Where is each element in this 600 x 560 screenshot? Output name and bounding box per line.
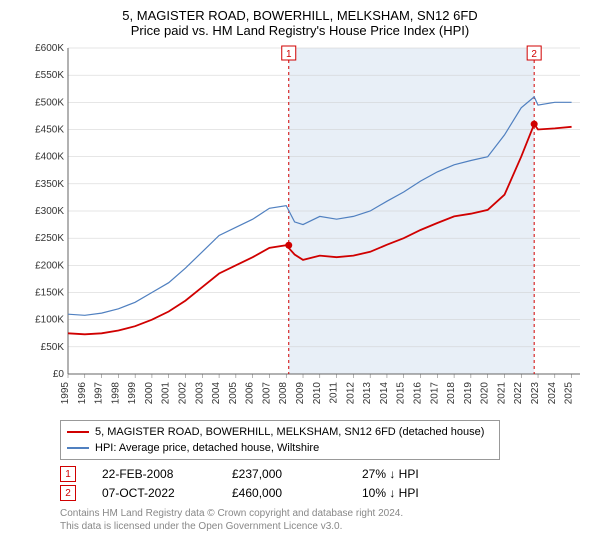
svg-text:2001: 2001: [161, 382, 172, 405]
svg-text:£200K: £200K: [35, 260, 64, 271]
svg-text:2003: 2003: [194, 382, 205, 405]
svg-text:2: 2: [531, 49, 537, 60]
svg-text:2002: 2002: [178, 382, 189, 405]
svg-text:2005: 2005: [228, 382, 239, 405]
legend: 5, MAGISTER ROAD, BOWERHILL, MELKSHAM, S…: [60, 420, 500, 460]
legend-item-1: 5, MAGISTER ROAD, BOWERHILL, MELKSHAM, S…: [67, 424, 493, 440]
svg-text:£300K: £300K: [35, 206, 64, 217]
svg-text:2006: 2006: [245, 382, 256, 405]
marker-price-1: £237,000: [232, 467, 362, 481]
svg-text:2021: 2021: [496, 382, 507, 405]
chart-svg: £0 £50K £100K £150K £200K £250K £300K £350K £400…: [20, 44, 590, 414]
svg-text:£250K: £250K: [35, 233, 64, 244]
copyright: Contains HM Land Registry data © Crown c…: [60, 507, 590, 533]
marker-date-1: 22-FEB-2008: [102, 467, 232, 481]
svg-text:£50K: £50K: [41, 342, 65, 353]
chart-subtitle: Price paid vs. HM Land Registry's House …: [10, 23, 590, 38]
svg-text:2013: 2013: [362, 382, 373, 405]
svg-text:1997: 1997: [94, 382, 105, 405]
svg-text:2009: 2009: [295, 382, 306, 405]
svg-text:£600K: £600K: [35, 44, 64, 54]
svg-text:1: 1: [286, 49, 292, 60]
svg-text:1998: 1998: [110, 382, 121, 405]
svg-text:2004: 2004: [211, 382, 222, 405]
marker-badge-1: 1: [60, 466, 76, 482]
svg-text:£0: £0: [53, 369, 65, 380]
marker-diff-2: 10% ↓ HPI: [362, 486, 492, 500]
svg-text:2018: 2018: [446, 382, 457, 405]
marker-price-2: £460,000: [232, 486, 362, 500]
svg-text:2015: 2015: [396, 382, 407, 405]
svg-text:£100K: £100K: [35, 315, 64, 326]
svg-text:£150K: £150K: [35, 288, 64, 299]
chart-title: 5, MAGISTER ROAD, BOWERHILL, MELKSHAM, S…: [10, 8, 590, 23]
svg-text:£550K: £550K: [35, 70, 64, 81]
svg-text:2019: 2019: [463, 382, 474, 405]
marker-badge-2: 2: [60, 485, 76, 501]
svg-text:2000: 2000: [144, 382, 155, 405]
marker-diff-1: 27% ↓ HPI: [362, 467, 492, 481]
svg-text:2020: 2020: [480, 382, 491, 405]
svg-text:2008: 2008: [278, 382, 289, 405]
legend-item-2: HPI: Average price, detached house, Wilt…: [67, 440, 493, 456]
chart-area: £0 £50K £100K £150K £200K £250K £300K £350K £400…: [20, 44, 590, 414]
svg-text:£350K: £350K: [35, 179, 64, 190]
marker-table: 1 22-FEB-2008 £237,000 27% ↓ HPI 2 07-OC…: [60, 466, 590, 501]
svg-text:£450K: £450K: [35, 125, 64, 136]
svg-text:2024: 2024: [547, 382, 558, 405]
svg-text:1999: 1999: [127, 382, 138, 405]
legend-label-2: HPI: Average price, detached house, Wilt…: [95, 440, 319, 456]
svg-text:2011: 2011: [329, 382, 340, 404]
svg-text:2012: 2012: [345, 382, 356, 405]
marker-date-2: 07-OCT-2022: [102, 486, 232, 500]
svg-text:2023: 2023: [530, 382, 541, 405]
marker-row-2: 2 07-OCT-2022 £460,000 10% ↓ HPI: [60, 485, 590, 501]
svg-text:2025: 2025: [564, 382, 575, 405]
svg-text:2014: 2014: [379, 382, 390, 405]
svg-text:1996: 1996: [77, 382, 88, 405]
svg-text:1995: 1995: [60, 382, 71, 405]
svg-text:2022: 2022: [513, 382, 524, 405]
svg-text:2016: 2016: [413, 382, 424, 405]
svg-text:2010: 2010: [312, 382, 323, 405]
svg-text:2007: 2007: [261, 382, 272, 405]
legend-label-1: 5, MAGISTER ROAD, BOWERHILL, MELKSHAM, S…: [95, 424, 484, 440]
svg-text:£500K: £500K: [35, 97, 64, 108]
marker-row-1: 1 22-FEB-2008 £237,000 27% ↓ HPI: [60, 466, 590, 482]
svg-text:2017: 2017: [429, 382, 440, 405]
svg-text:£400K: £400K: [35, 152, 64, 163]
